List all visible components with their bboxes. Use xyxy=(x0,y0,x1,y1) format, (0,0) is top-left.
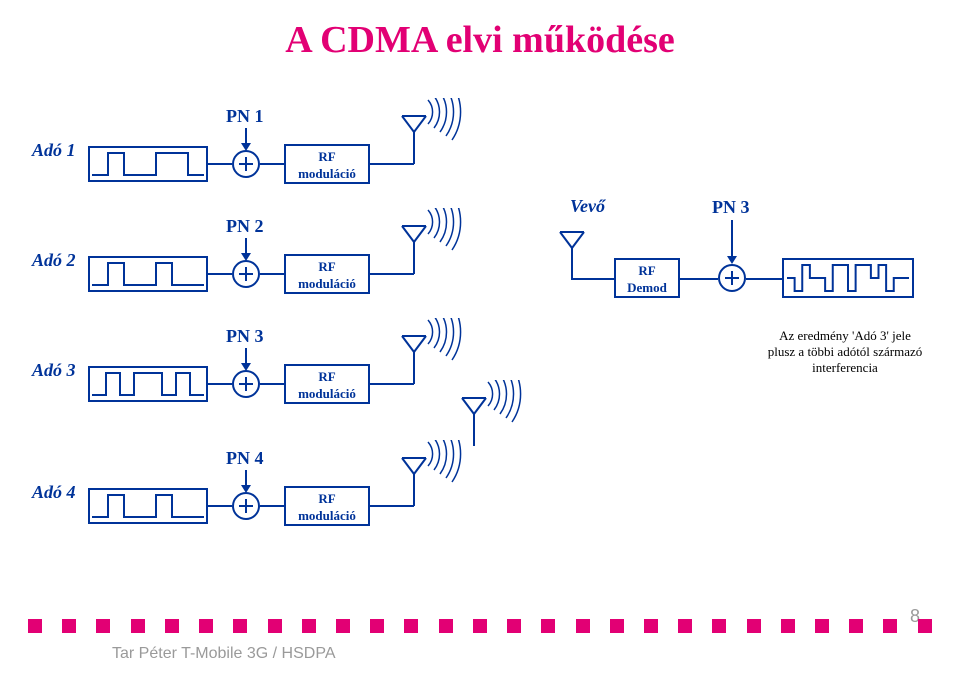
footer-square xyxy=(370,619,384,633)
footer-squares xyxy=(28,619,932,633)
wire xyxy=(571,278,614,280)
rf-demod-line1: RF xyxy=(638,263,655,278)
pn-label: PN 4 xyxy=(226,448,264,469)
footer-square xyxy=(815,619,829,633)
mixer-icon xyxy=(232,150,260,178)
wire xyxy=(370,163,400,165)
wire xyxy=(370,505,400,507)
wire xyxy=(208,273,232,275)
footer-square xyxy=(96,619,110,633)
signal-waveform xyxy=(88,146,208,182)
tx-label: Adó 4 xyxy=(32,482,76,503)
rf-label-line1: RF xyxy=(318,369,335,384)
antenna-icon xyxy=(398,98,458,168)
footer-square xyxy=(404,619,418,633)
footer-square xyxy=(268,619,282,633)
mixer-icon xyxy=(232,260,260,288)
rf-label-line1: RF xyxy=(318,491,335,506)
page-title: A CDMA elvi működése xyxy=(0,18,960,62)
wire xyxy=(208,505,232,507)
footer-square xyxy=(541,619,555,633)
footer-square xyxy=(849,619,863,633)
rf-label-line1: RF xyxy=(318,149,335,164)
footer-square xyxy=(883,619,897,633)
rf-mod-box: RF moduláció xyxy=(284,364,370,404)
tx-row-4: Adó 4 PN 4 RF moduláció xyxy=(0,430,960,540)
wire xyxy=(746,278,782,280)
footer: Tar Péter T-Mobile 3G / HSDPA xyxy=(0,613,960,663)
result-text: Az eredmény 'Adó 3' jele plusz a többi a… xyxy=(760,328,930,376)
wire xyxy=(260,273,284,275)
tx-label: Adó 2 xyxy=(32,250,76,271)
tx-label: Adó 3 xyxy=(32,360,76,381)
footer-square xyxy=(439,619,453,633)
tx-label: Adó 1 xyxy=(32,140,76,161)
wire xyxy=(260,505,284,507)
wire xyxy=(260,163,284,165)
rf-mod-box: RF moduláció xyxy=(284,486,370,526)
output-waveform-box xyxy=(782,258,914,298)
antenna-icon xyxy=(398,318,458,388)
wire xyxy=(208,163,232,165)
wire xyxy=(400,505,414,507)
footer-square xyxy=(610,619,624,633)
result-line3: interferencia xyxy=(812,360,878,375)
footer-square xyxy=(678,619,692,633)
receiver-pn-label: PN 3 xyxy=(712,197,750,218)
rf-demod-line2: Demod xyxy=(627,280,667,295)
receiver-mixer-icon xyxy=(718,264,746,292)
receiver-antenna-icon xyxy=(556,214,616,284)
pn-label: PN 1 xyxy=(226,106,264,127)
rf-label-line2: moduláció xyxy=(298,508,356,523)
footer-text: Tar Péter T-Mobile 3G / HSDPA xyxy=(112,645,335,663)
antenna-icon xyxy=(398,440,458,510)
tx-row-1: Adó 1 PN 1 RF moduláció xyxy=(0,88,960,198)
mixer-icon xyxy=(232,492,260,520)
mixer-icon xyxy=(232,370,260,398)
footer-square xyxy=(62,619,76,633)
footer-square xyxy=(918,619,932,633)
footer-square xyxy=(644,619,658,633)
wire xyxy=(260,383,284,385)
footer-square xyxy=(233,619,247,633)
footer-square xyxy=(781,619,795,633)
footer-square xyxy=(712,619,726,633)
pn-label: PN 2 xyxy=(226,216,264,237)
rf-label-line2: moduláció xyxy=(298,276,356,291)
footer-square xyxy=(165,619,179,633)
footer-square xyxy=(302,619,316,633)
diagram-page: A CDMA elvi működése Adó 1 PN 1 RF modul… xyxy=(0,0,960,677)
rf-mod-box: RF moduláció xyxy=(284,254,370,294)
rf-demod-box: RF Demod xyxy=(614,258,680,298)
signal-waveform xyxy=(88,366,208,402)
rf-label-line2: moduláció xyxy=(298,166,356,181)
footer-square xyxy=(747,619,761,633)
footer-square xyxy=(199,619,213,633)
footer-square xyxy=(576,619,590,633)
result-line1: Az eredmény 'Adó 3' jele xyxy=(779,328,911,343)
rf-label-line2: moduláció xyxy=(298,386,356,401)
wire xyxy=(370,273,400,275)
wire xyxy=(208,383,232,385)
antenna-icon xyxy=(398,208,458,278)
signal-waveform xyxy=(88,256,208,292)
wire xyxy=(370,383,400,385)
footer-square xyxy=(473,619,487,633)
signal-waveform xyxy=(88,488,208,524)
wire xyxy=(400,383,414,385)
footer-square xyxy=(28,619,42,633)
wire xyxy=(400,273,414,275)
rf-label-line1: RF xyxy=(318,259,335,274)
footer-square xyxy=(131,619,145,633)
footer-square xyxy=(507,619,521,633)
wire xyxy=(680,278,718,280)
result-line2: plusz a többi adótól származó xyxy=(768,344,923,359)
pn-label: PN 3 xyxy=(226,326,264,347)
rf-mod-box: RF moduláció xyxy=(284,144,370,184)
wire xyxy=(400,163,414,165)
footer-square xyxy=(336,619,350,633)
